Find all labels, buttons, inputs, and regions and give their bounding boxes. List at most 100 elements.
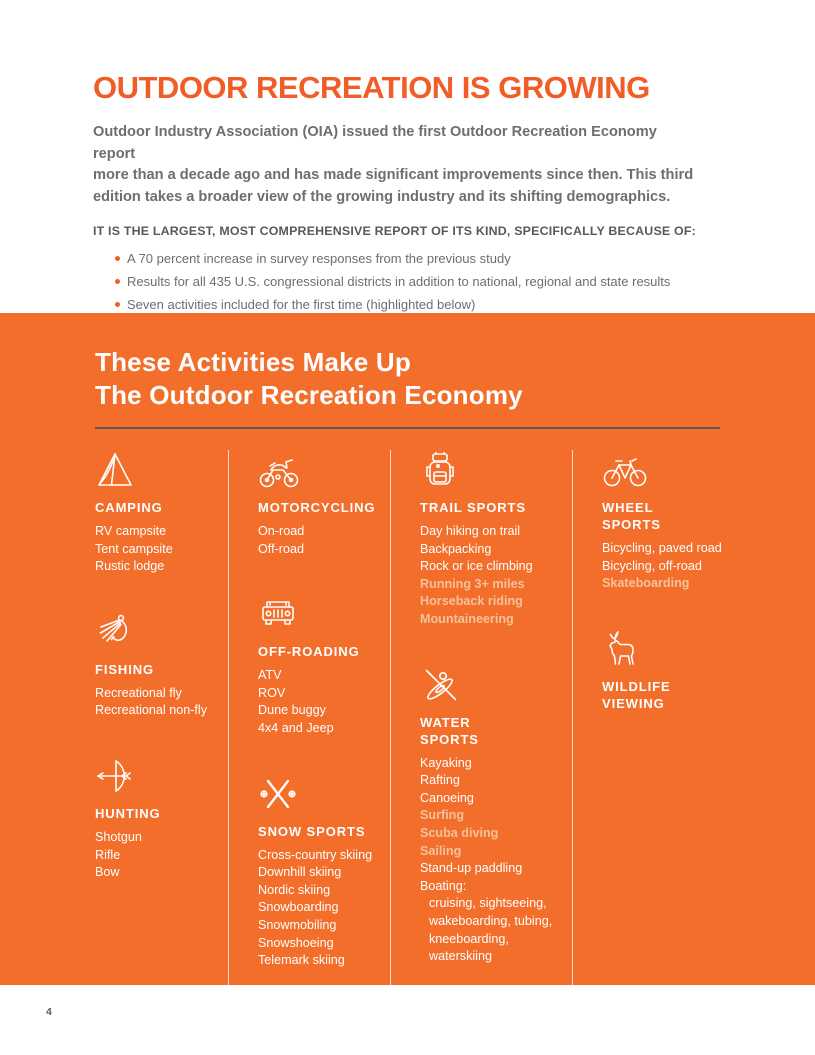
- activity-group-trail-sports: TRAIL SPORTS Day hiking on trail Backpack…: [420, 450, 572, 629]
- activity-item: Rustic lodge: [95, 559, 165, 574]
- crossed-skis-icon: [258, 774, 390, 814]
- activity-item: Bicycling, off-road: [602, 558, 702, 573]
- activities-grid: CAMPING RV campsite Tent campsite Rustic l…: [95, 450, 815, 1006]
- activity-item: Bow: [95, 865, 120, 880]
- activity-item: kneeboarding,: [429, 931, 509, 946]
- bullet-dot-icon: [115, 302, 120, 307]
- activities-column-1: CAMPING RV campsite Tent campsite Rustic l…: [95, 450, 228, 1006]
- activity-items: RV campsite Tent campsite Rustic lodge: [95, 523, 228, 576]
- motorcycle-icon: [258, 450, 390, 490]
- activity-item: ROV: [258, 685, 286, 700]
- activity-item: Scuba diving: [420, 825, 499, 840]
- bullet-list: A 70 percent increase in survey response…: [115, 247, 755, 316]
- bullet-item: A 70 percent increase in survey response…: [115, 247, 755, 270]
- activity-group-title: WATER SPORTS: [420, 714, 479, 747]
- activity-item: Downhill skiing: [258, 865, 342, 880]
- activity-items: Kayaking Rafting Canoeing Surfing Scuba divi…: [420, 755, 572, 966]
- activity-group-hunting: HUNTING Shotgun Rifle Bow: [95, 756, 228, 882]
- activity-group-wildlife-viewing: WILDLIFE VIEWING: [602, 629, 760, 712]
- activity-items: Bicycling, paved road Bicycling, off-road…: [602, 540, 760, 593]
- activity-item: Bicycling, paved road: [602, 541, 722, 555]
- activity-item: Rifle: [95, 847, 121, 862]
- activity-item: On-road: [258, 524, 305, 538]
- activity-item: Cross-country skiing: [258, 847, 373, 862]
- activity-group-title: FISHING: [95, 661, 155, 677]
- bow-arrow-icon: [95, 756, 228, 796]
- activity-item: Running 3+ miles: [420, 576, 525, 591]
- activity-item: ATV: [258, 668, 282, 683]
- bullet-text: Results for all 435 U.S. congressional d…: [127, 274, 671, 289]
- paragraph-line: more than a decade ago and has made sign…: [93, 167, 694, 183]
- backpack-icon: [420, 450, 572, 490]
- activity-item: Snowmobiling: [258, 917, 337, 932]
- activity-group-title: OFF-ROADING: [258, 644, 360, 660]
- activity-item: Snowshoeing: [258, 935, 334, 950]
- heading-line: The Outdoor Recreation Economy: [95, 380, 523, 410]
- activity-item: Sailing: [420, 843, 462, 858]
- activities-section: These Activities Make Up The Outdoor Rec…: [0, 313, 815, 1006]
- activity-items: Recreational fly Recreational non-fly: [95, 685, 228, 720]
- activities-column-2: MOTORCYCLING On-road Off-road OFF-ROADING…: [228, 450, 390, 1006]
- bullet-item: Results for all 435 U.S. congressional d…: [115, 270, 755, 293]
- activity-item: Skateboarding: [602, 576, 690, 591]
- activity-group-title: SNOW SPORTS: [258, 823, 366, 839]
- activity-item: Off-road: [258, 541, 304, 556]
- bullet-item: Seven activities included for the first …: [115, 293, 755, 316]
- heading-line: These Activities Make Up: [95, 347, 411, 377]
- bullet-text: Seven activities included for the first …: [127, 297, 476, 312]
- activity-group-fishing: FISHING Recreational fly Recreational non…: [95, 612, 228, 720]
- activity-item: Rafting: [420, 773, 460, 788]
- activity-item: Rock or ice climbing: [420, 559, 533, 574]
- activity-items: Cross-country skiing Downhill skiing Nordi…: [258, 847, 390, 970]
- activity-group-title: HUNTING: [95, 805, 161, 821]
- bullet-dot-icon: [115, 279, 120, 284]
- activity-item: 4x4 and Jeep: [258, 720, 334, 735]
- page-title: OUTDOOR RECREATION IS GROWING: [93, 70, 650, 105]
- activity-item: waterskiing: [429, 949, 492, 964]
- activity-item: Recreational fly: [95, 685, 182, 700]
- activity-group-motorcycling: MOTORCYCLING On-road Off-road: [258, 450, 390, 558]
- activity-group-snow-sports: SNOW SPORTS Cross-country skiing Downhill…: [258, 774, 390, 970]
- activity-items: ATV ROV Dune buggy 4x4 and Jeep: [258, 667, 390, 737]
- activity-item: RV campsite: [95, 524, 167, 538]
- activity-item: Canoeing: [420, 790, 474, 805]
- activity-group-wheel-sports: WHEEL SPORTS Bicycling, paved road Bicycl…: [602, 450, 760, 593]
- fishing-fly-icon: [95, 612, 228, 652]
- activity-items: On-road Off-road: [258, 523, 390, 558]
- activity-item: Dune buggy: [258, 703, 326, 718]
- activity-item: Mountaineering: [420, 611, 514, 626]
- activity-group-title: TRAIL SPORTS: [420, 500, 526, 515]
- deer-icon: [602, 629, 760, 669]
- activity-group-title: CAMPING: [95, 500, 163, 515]
- activity-item: cruising, sightseeing,: [429, 896, 547, 911]
- paragraph-line: edition takes a broader view of the grow…: [93, 188, 671, 205]
- activity-item: Snowboarding: [258, 900, 339, 915]
- activity-item: Recreational non-fly: [95, 703, 208, 718]
- kayak-icon: [420, 665, 572, 705]
- paragraph-line: Outdoor Industry Association (OIA) issue…: [93, 124, 657, 162]
- bullet-dot-icon: [115, 256, 120, 261]
- activity-item: Surfing: [420, 808, 465, 823]
- activities-column-3: TRAIL SPORTS Day hiking on trail Backpack…: [390, 450, 572, 1006]
- activity-item: Nordic skiing: [258, 882, 331, 897]
- activity-group-title: MOTORCYCLING: [258, 500, 376, 515]
- activity-group-title: WHEEL SPORTS: [602, 500, 661, 532]
- tent-icon: [95, 450, 228, 490]
- activity-item: Boating:: [420, 878, 467, 893]
- activity-group-camping: CAMPING RV campsite Tent campsite Rustic l…: [95, 450, 228, 576]
- intro-section: OUTDOOR RECREATION IS GROWING Outdoor In…: [0, 0, 815, 316]
- activity-item: Backpacking: [420, 541, 492, 556]
- activity-item: Stand-up paddling: [420, 861, 523, 876]
- activity-item: wakeboarding, tubing,: [429, 913, 553, 928]
- activity-item: Day hiking on trail: [420, 524, 521, 538]
- intro-subhead: IT IS THE LARGEST, MOST COMPREHENSIVE RE…: [93, 224, 696, 238]
- jeep-icon: [258, 594, 390, 634]
- activity-item: Kayaking: [420, 755, 472, 770]
- bicycle-icon: [602, 450, 760, 490]
- page-number: 4: [46, 1006, 52, 1018]
- activity-items: Day hiking on trail Backpacking Rock or ic…: [420, 523, 572, 629]
- activities-heading: These Activities Make Up The Outdoor Rec…: [95, 346, 815, 412]
- activity-group-title: WILDLIFE VIEWING: [602, 678, 671, 711]
- bullet-text: A 70 percent increase in survey response…: [127, 251, 511, 266]
